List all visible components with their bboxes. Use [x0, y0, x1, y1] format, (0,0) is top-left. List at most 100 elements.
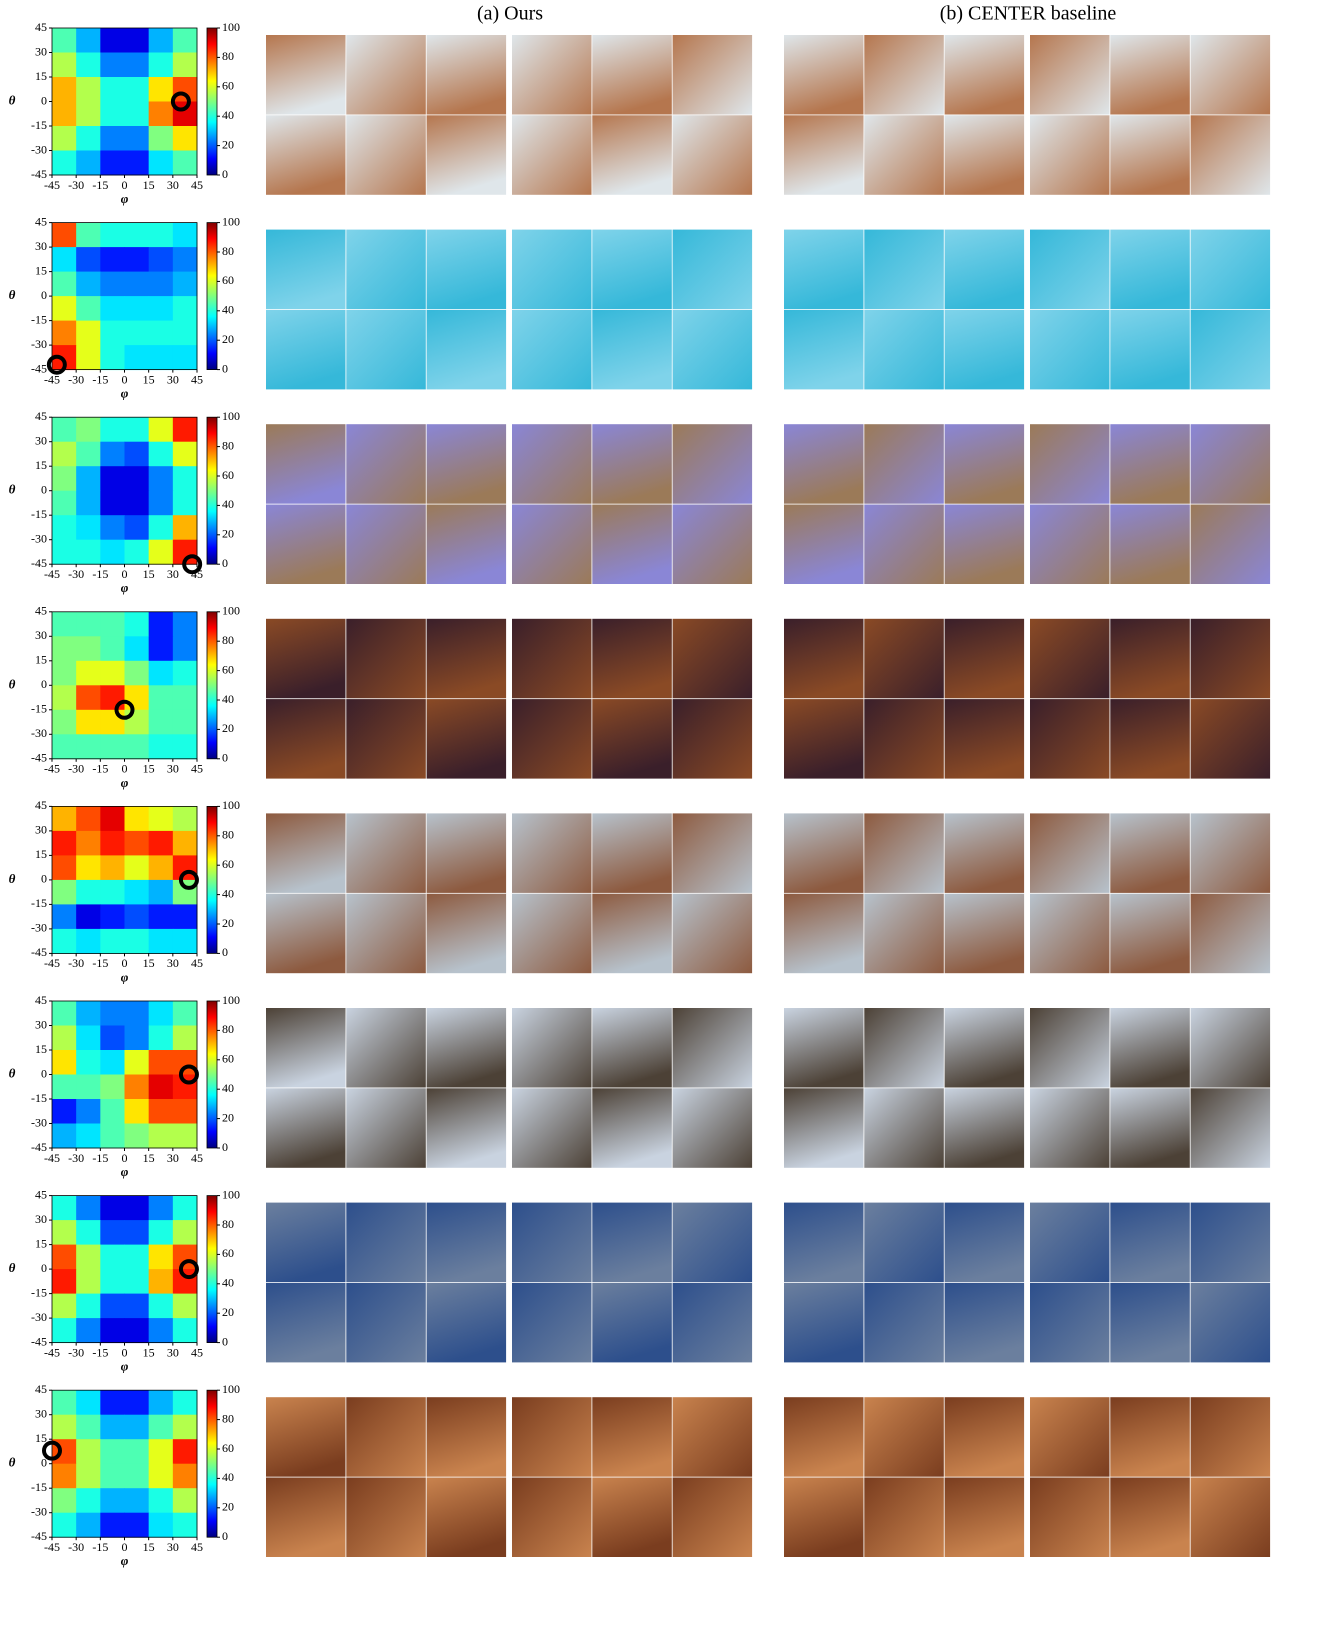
heatmap-cell	[149, 1196, 174, 1221]
heatmap-cell	[100, 28, 125, 53]
heatmap-cell	[149, 1513, 174, 1538]
photo-tile	[673, 1478, 753, 1558]
photo-tile	[592, 699, 672, 779]
y-tick-label: 15	[35, 1042, 47, 1056]
photo-tile	[864, 619, 944, 699]
heatmap-cell	[76, 1026, 101, 1051]
heatmap-cell	[149, 1390, 174, 1415]
y-tick-label: -30	[31, 1504, 47, 1518]
heatmap-cell	[173, 417, 198, 442]
heatmap-cell	[52, 540, 77, 565]
heatmap-cell	[149, 417, 174, 442]
heatmap-cell	[52, 126, 77, 151]
photo-tile	[427, 230, 507, 310]
photo-tile	[1191, 1088, 1271, 1168]
x-tick-label: 45	[191, 1345, 203, 1359]
heatmap-cell	[125, 28, 150, 53]
heatmap-cell	[149, 1415, 174, 1440]
y-tick-label: -30	[31, 1310, 47, 1324]
heatmap-cell	[76, 661, 101, 686]
photo-tile	[945, 1008, 1025, 1088]
photo-tile	[864, 424, 944, 504]
colorbar-tick-label: 100	[222, 1382, 240, 1396]
photo-tile	[864, 230, 944, 310]
heatmap-cell	[100, 1269, 125, 1294]
heatmap-cell	[52, 1001, 77, 1026]
heatmap-cell	[76, 491, 101, 516]
y-tick-label: -45	[31, 1529, 47, 1543]
y-tick-label: -30	[31, 1115, 47, 1129]
photo-tile	[592, 894, 672, 974]
photo-tile	[1191, 1478, 1271, 1558]
heatmap-cell	[149, 321, 174, 346]
photo-tile	[1110, 1283, 1190, 1363]
heatmap-cell	[173, 1318, 198, 1343]
colorbar-tick-label: 80	[222, 1022, 234, 1036]
x-tick-label: 45	[191, 178, 203, 192]
heatmap-cell	[76, 880, 101, 905]
photo-tile	[346, 35, 426, 115]
heatmap-cell	[149, 1294, 174, 1319]
x-tick-label: 0	[122, 178, 128, 192]
x-tick-label: -15	[92, 1540, 108, 1554]
x-axis-label: φ	[121, 191, 129, 206]
photo-tile	[427, 1397, 507, 1477]
photo-tile	[266, 424, 346, 504]
heatmap-cell	[125, 806, 150, 831]
y-tick-label: 15	[35, 1236, 47, 1250]
photo-tile	[864, 115, 944, 195]
heatmap-cell	[149, 1318, 174, 1343]
y-tick-label: 0	[41, 1066, 47, 1080]
heatmap-cell	[149, 612, 174, 637]
y-tick-label: -30	[31, 531, 47, 545]
photo-tile	[1191, 1397, 1271, 1477]
heatmap-cell	[52, 53, 77, 78]
heatmap-cell	[173, 126, 198, 151]
colorbar-tick-label: 100	[222, 604, 240, 618]
heatmap-cell	[149, 28, 174, 53]
heatmap-cell	[125, 296, 150, 321]
x-tick-label: 0	[122, 1540, 128, 1554]
photo-tile	[1191, 115, 1271, 195]
colorbar	[207, 612, 217, 759]
photo-tile	[1030, 894, 1110, 974]
colorbar-tick-label: 60	[222, 1052, 234, 1066]
photo-tile	[512, 1203, 592, 1283]
photo-tile	[1110, 505, 1190, 585]
y-tick-label: -15	[31, 118, 47, 132]
heatmap-cell	[76, 1488, 101, 1513]
heatmap-cell	[125, 929, 150, 954]
heatmap-cell	[173, 929, 198, 954]
heatmap-cell	[76, 515, 101, 540]
photo-tile	[1030, 619, 1110, 699]
photo-tile	[864, 1088, 944, 1168]
heatmap-cell	[76, 126, 101, 151]
colorbar-tick-label: 20	[222, 916, 234, 930]
heatmap-cell	[125, 272, 150, 297]
heatmap-cell	[173, 102, 198, 127]
photo-tile	[1030, 1397, 1110, 1477]
colorbar-tick-label: 40	[222, 1470, 234, 1484]
colorbar-tick-label: 0	[222, 1529, 228, 1543]
photo-tile	[266, 230, 346, 310]
heatmap-cell	[149, 1439, 174, 1464]
heatmap-cell	[52, 28, 77, 53]
colorbar-tick-label: 60	[222, 273, 234, 287]
heatmap-cell	[125, 1001, 150, 1026]
heatmap-cell	[100, 126, 125, 151]
heatmap-cell	[149, 1464, 174, 1489]
heatmap-cell	[149, 831, 174, 856]
photo-tile	[1191, 310, 1271, 390]
photo-tile	[1191, 230, 1271, 310]
photo-tile	[266, 115, 346, 195]
heatmap-cell	[52, 855, 77, 880]
colorbar-tick-label: 100	[222, 798, 240, 812]
heatmap-cell	[125, 491, 150, 516]
heatmap-cell	[100, 880, 125, 905]
colorbar-tick-label: 20	[222, 721, 234, 735]
heatmap-cell	[76, 1269, 101, 1294]
x-tick-label: -30	[68, 1151, 84, 1165]
colorbar-tick-label: 100	[222, 1187, 240, 1201]
heatmap-cell	[76, 1439, 101, 1464]
heatmap-cell	[149, 1050, 174, 1075]
